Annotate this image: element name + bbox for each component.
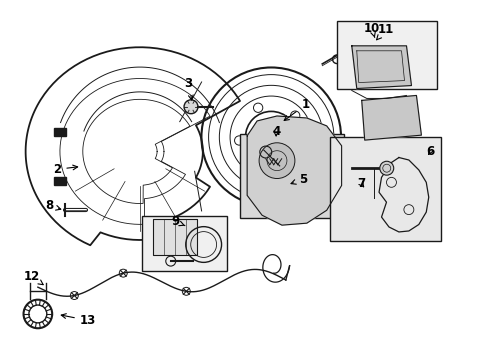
Text: 3: 3 [184, 77, 193, 100]
Bar [336, 21, 436, 89]
Text: 10: 10 [363, 22, 379, 37]
Text: 13: 13 [61, 314, 96, 327]
Text: 12: 12 [23, 270, 43, 285]
Text: 6: 6 [425, 145, 433, 158]
Circle shape [183, 100, 198, 114]
Bar [142, 216, 227, 271]
Circle shape [379, 161, 393, 175]
Text: 7: 7 [356, 177, 365, 190]
Polygon shape [351, 46, 410, 89]
Bar [54, 127, 66, 136]
Bar [153, 219, 196, 255]
Text: 4: 4 [271, 125, 280, 138]
Text: 2: 2 [53, 163, 78, 176]
Text: 1: 1 [284, 99, 309, 121]
Bar [239, 134, 344, 217]
Polygon shape [361, 95, 421, 140]
Polygon shape [246, 116, 341, 225]
Bar [54, 177, 66, 185]
Circle shape [259, 143, 294, 179]
Bar [154, 242, 165, 249]
Text: 8: 8 [45, 199, 61, 212]
Text: 9: 9 [171, 215, 184, 228]
Bar [329, 137, 441, 241]
Text: 5: 5 [290, 173, 306, 186]
Text: 11: 11 [376, 23, 393, 40]
